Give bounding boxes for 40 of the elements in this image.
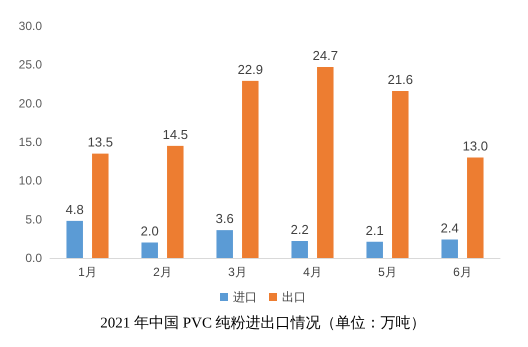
data-label: 13.5 [88, 134, 113, 150]
data-label: 21.6 [388, 72, 413, 87]
data-label: 2.2 [290, 222, 309, 237]
y-tick-label: 30.0 [18, 19, 42, 33]
x-tick-label: 6月 [453, 265, 472, 279]
bar [141, 242, 158, 258]
x-tick-label: 2月 [153, 265, 172, 279]
x-tick-label: 1月 [78, 265, 97, 279]
bar [92, 154, 109, 258]
bar [216, 230, 233, 258]
legend-label: 进口 [233, 290, 257, 304]
x-tick-label: 3月 [228, 265, 247, 279]
data-label: 13.0 [462, 138, 488, 154]
bar [441, 239, 458, 258]
bar [291, 240, 308, 258]
bar [366, 242, 383, 258]
y-tick-label: 0.0 [25, 251, 42, 265]
data-label: 2.4 [440, 220, 459, 236]
bar [167, 146, 184, 258]
bar [467, 157, 484, 258]
data-label: 22.9 [238, 62, 263, 77]
x-tick-label: 5月 [378, 265, 397, 279]
y-tick-label: 10.0 [18, 174, 42, 188]
data-label: 14.5 [162, 126, 188, 142]
legend-label: 出口 [282, 290, 306, 304]
data-label: 2.0 [140, 224, 159, 239]
data-label: 2.1 [366, 222, 384, 238]
text: 2021 年中国 PVC 纯粉进出口情况（单位：万吨） [100, 314, 426, 332]
x-tick-label: 4月 [303, 265, 322, 279]
y-tick-label: 25.0 [18, 58, 42, 72]
y-tick-label: 20.0 [18, 96, 42, 110]
y-tick-label: 5.0 [25, 212, 42, 226]
bar [66, 220, 83, 258]
bar [242, 80, 259, 258]
data-label: 3.6 [216, 211, 234, 226]
y-tick-label: 15.0 [18, 135, 42, 149]
data-label: 4.8 [66, 202, 84, 217]
data-label: 24.7 [312, 48, 338, 63]
bar [392, 90, 409, 258]
bar [317, 66, 334, 258]
